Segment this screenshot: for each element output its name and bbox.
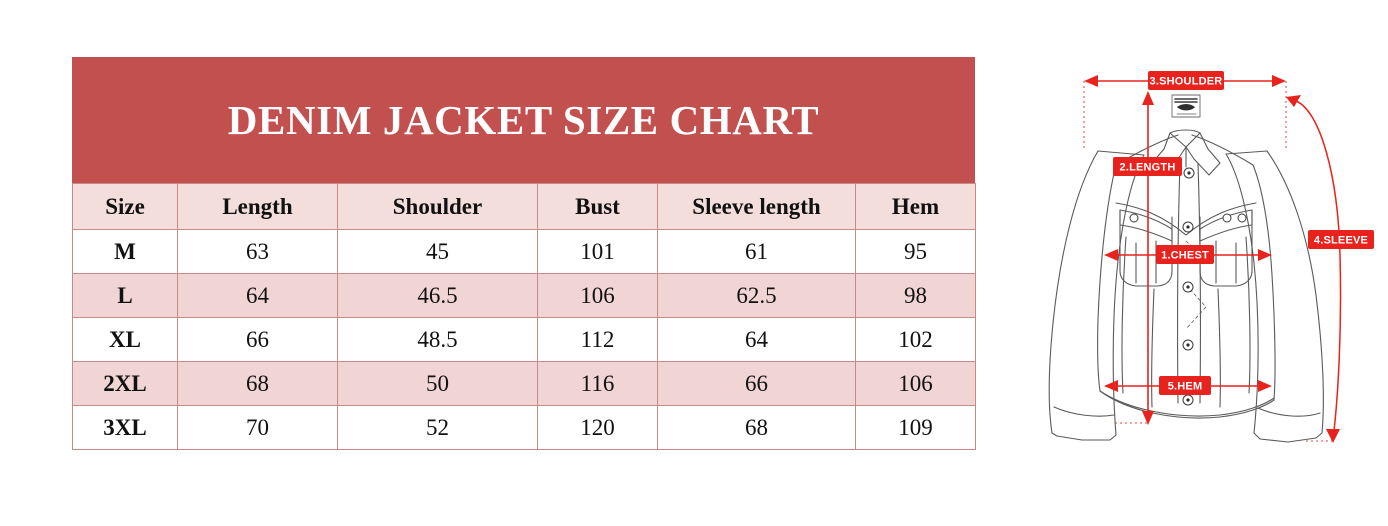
cell-sleeve-length: 61 bbox=[657, 229, 856, 274]
chart-title-bar: DENIM JACKET SIZE CHART bbox=[72, 57, 975, 183]
arrow-head-up bbox=[1142, 91, 1154, 105]
table-row: 3XL 70 52 120 68 109 bbox=[72, 405, 976, 450]
arrow-head-right bbox=[1272, 75, 1286, 87]
cell-length: 66 bbox=[177, 317, 338, 362]
measurement-guides bbox=[1083, 81, 1332, 442]
cell-length: 68 bbox=[177, 361, 338, 406]
cell-size: 3XL bbox=[72, 405, 178, 450]
column-header-shoulder: Shoulder bbox=[337, 183, 538, 230]
table-header-row: Size Length Shoulder Bust Sleeve length … bbox=[72, 183, 976, 230]
length-label-text: 2.LENGTH bbox=[1120, 162, 1176, 174]
size-chart-panel: DENIM JACKET SIZE CHART Size Length Shou… bbox=[72, 57, 976, 450]
cell-sleeve-length: 66 bbox=[657, 361, 856, 406]
length-measurement-label: 2.LENGTH bbox=[1113, 157, 1182, 176]
arrow-head-left bbox=[1084, 75, 1098, 87]
shoulder-label-text: 3.SHOULDER bbox=[1150, 76, 1223, 88]
cell-length: 63 bbox=[177, 229, 338, 274]
arrow-head-sleeve-bottom bbox=[1326, 429, 1340, 443]
cell-size: M bbox=[72, 229, 178, 274]
cell-size: L bbox=[72, 273, 178, 318]
hem-label-text: 5.HEM bbox=[1168, 381, 1203, 393]
shoulder-measurement-label: 3.SHOULDER bbox=[1148, 71, 1224, 90]
cell-length: 70 bbox=[177, 405, 338, 450]
sleeve-label-text: 4.SLEEVE bbox=[1314, 235, 1368, 247]
cell-bust: 120 bbox=[537, 405, 658, 450]
arrow-head-right bbox=[1258, 380, 1272, 392]
arrow-head-left bbox=[1104, 249, 1118, 261]
cell-size: 2XL bbox=[72, 361, 178, 406]
arrow-head-left bbox=[1104, 380, 1118, 392]
chest-measurement-label: 1.CHEST bbox=[1156, 245, 1214, 264]
cell-shoulder: 50 bbox=[337, 361, 538, 406]
arrow-head-sleeve-top bbox=[1286, 95, 1301, 107]
cell-sleeve-length: 64 bbox=[657, 317, 856, 362]
size-chart-table: Size Length Shoulder Bust Sleeve length … bbox=[72, 183, 976, 450]
column-header-bust: Bust bbox=[537, 183, 658, 230]
cell-sleeve-length: 68 bbox=[657, 405, 856, 450]
page-title: DENIM JACKET SIZE CHART bbox=[227, 97, 820, 143]
table-row: L 64 46.5 106 62.5 98 bbox=[72, 273, 976, 318]
hem-measurement-label: 5.HEM bbox=[1159, 376, 1211, 395]
cell-shoulder: 52 bbox=[337, 405, 538, 450]
cell-hem: 95 bbox=[855, 229, 976, 274]
arrow-head-right bbox=[1258, 249, 1272, 261]
cell-hem: 109 bbox=[855, 405, 976, 450]
table-row: M 63 45 101 61 95 bbox=[72, 229, 976, 274]
cell-bust: 112 bbox=[537, 317, 658, 362]
sleeve-measurement-label: 4.SLEEVE bbox=[1308, 230, 1374, 249]
cell-shoulder: 46.5 bbox=[337, 273, 538, 318]
cell-hem: 98 bbox=[855, 273, 976, 318]
cell-shoulder: 48.5 bbox=[337, 317, 538, 362]
arrow-head-down bbox=[1142, 411, 1154, 425]
sleeve-measurement-arrow bbox=[1295, 100, 1342, 432]
column-header-size: Size bbox=[72, 183, 178, 230]
cell-bust: 106 bbox=[537, 273, 658, 318]
cell-hem: 106 bbox=[855, 361, 976, 406]
jacket-button-detail bbox=[1186, 171, 1191, 402]
table-row: XL 66 48.5 112 64 102 bbox=[72, 317, 976, 362]
cell-length: 64 bbox=[177, 273, 338, 318]
table-row: 2XL 68 50 116 66 106 bbox=[72, 361, 976, 406]
jacket-measurement-diagram: 3.SHOULDER 2.LENGTH 1.CHEST 5.HE bbox=[1020, 55, 1388, 526]
cell-sleeve-length: 62.5 bbox=[657, 273, 856, 318]
column-header-sleeve-length: Sleeve length bbox=[657, 183, 856, 230]
column-header-length: Length bbox=[177, 183, 338, 230]
cell-shoulder: 45 bbox=[337, 229, 538, 274]
cell-hem: 102 bbox=[855, 317, 976, 362]
column-header-hem: Hem bbox=[855, 183, 976, 230]
cell-bust: 101 bbox=[537, 229, 658, 274]
cell-size: XL bbox=[72, 317, 178, 362]
cell-bust: 116 bbox=[537, 361, 658, 406]
chest-label-text: 1.CHEST bbox=[1161, 250, 1209, 262]
